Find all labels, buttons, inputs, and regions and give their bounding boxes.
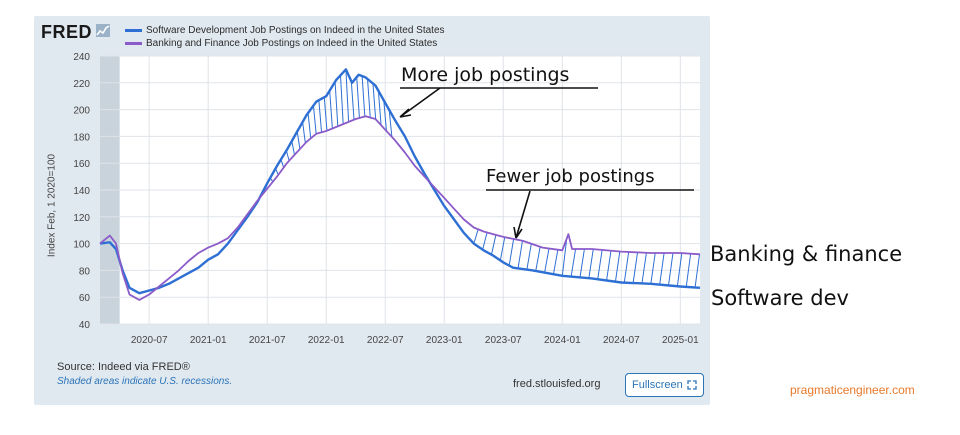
hatch-line [535, 246, 541, 272]
legend-swatch-software [125, 29, 142, 32]
hatch-line [508, 238, 515, 266]
hatch-line [307, 112, 312, 139]
hatch-line [606, 250, 612, 281]
chart-legend: Software Development Job Postings on Ind… [125, 24, 445, 50]
legend-item-banking[interactable]: Banking and Finance Job Postings on Inde… [125, 37, 445, 50]
banking-series-line [99, 115, 701, 301]
y-tick-label: 140 [73, 186, 90, 197]
source-text: Source: Indeed via FRED® [57, 361, 190, 373]
x-tick-label: 2024-01 [544, 335, 581, 346]
x-tick-label: 2025-01 [662, 335, 699, 346]
x-tick-label: 2023-01 [426, 335, 463, 346]
software-series-line [99, 68, 701, 295]
annotation-arrow-more [399, 87, 441, 118]
hatch-line [685, 253, 692, 287]
y-tick-label: 200 [73, 106, 90, 117]
x-tick-label: 2021-07 [249, 335, 286, 346]
legend-label-banking: Banking and Finance Job Postings on Inde… [146, 38, 438, 49]
hatch-line [641, 252, 647, 284]
legend-swatch-banking [125, 42, 142, 45]
legend-item-software[interactable]: Software Development Job Postings on Ind… [125, 24, 445, 37]
credit-text[interactable]: pragmaticengineer.com [790, 383, 915, 397]
y-tick-label: 40 [79, 320, 91, 331]
expand-icon [687, 380, 697, 390]
recession-note[interactable]: Shaded areas indicate U.S. recessions. [57, 376, 233, 387]
y-tick-label: 100 [73, 240, 90, 251]
hatch-line [579, 248, 585, 278]
hatch-line [668, 252, 674, 286]
hatch-line [318, 100, 323, 133]
hatch-line [473, 229, 479, 244]
hatch-line [650, 252, 656, 284]
hatch-line [345, 69, 350, 122]
annotation-fewer-postings: Fewer job postings [486, 166, 655, 187]
hatch-line [372, 83, 377, 120]
hatch-line [490, 234, 497, 255]
hatch-line [517, 240, 523, 269]
hatch-line [356, 77, 360, 119]
hatch-line [339, 75, 344, 125]
hatch-line [499, 237, 506, 261]
hatch-line [552, 249, 559, 275]
hatch-line [482, 232, 488, 250]
annotation-more-postings: More job postings [401, 64, 570, 86]
hatch-line [285, 150, 290, 161]
hatch-line [367, 79, 371, 118]
hatch-line [659, 252, 665, 285]
legend-label-software: Software Development Job Postings on Ind… [146, 25, 445, 36]
y-tick-label: 220 [73, 79, 90, 90]
x-tick-label: 2020-07 [131, 335, 168, 346]
y-tick-label: 120 [73, 213, 90, 224]
hatch-line [544, 248, 550, 273]
hatch-line [329, 90, 333, 129]
hatch-line [694, 254, 701, 288]
y-tick-label: 180 [73, 132, 90, 143]
hatch-line [334, 81, 339, 127]
website-link[interactable]: fred.stlouisfed.org [513, 378, 601, 390]
hatch-line [388, 109, 393, 137]
hatch-line [296, 131, 301, 150]
hatch-line [632, 252, 639, 284]
y-tick-label: 60 [79, 293, 91, 304]
hatch-line [526, 243, 532, 270]
fred-chart-icon [96, 24, 110, 37]
annotation-banking-finance: Banking & finance [710, 242, 903, 266]
fred-logo: FRED [41, 22, 92, 42]
fullscreen-label: Fullscreen [632, 379, 683, 391]
y-tick-label: 80 [79, 266, 91, 277]
hatch-line [291, 140, 295, 155]
hatch-line [623, 251, 630, 283]
x-tick-label: 2021-01 [190, 335, 227, 346]
hatch-line [561, 238, 568, 276]
x-tick-label: 2022-01 [308, 335, 345, 346]
hatch-line [302, 121, 306, 144]
hatch-line [323, 97, 328, 131]
x-tick-label: 2023-07 [485, 335, 522, 346]
hatch-line [312, 105, 317, 134]
hatch-line [377, 90, 382, 126]
hatch-line [676, 253, 683, 287]
hatch-line [383, 100, 387, 132]
annotation-arrow-fewer [513, 190, 531, 239]
y-tick-label: 160 [73, 159, 90, 170]
annotation-software-dev: Software dev [711, 286, 849, 310]
x-tick-label: 2022-07 [367, 335, 404, 346]
hatch-line [614, 251, 621, 282]
hatch-line [570, 248, 577, 277]
hatch-line [350, 81, 355, 120]
y-tick-label: 240 [73, 52, 90, 63]
hatch-line [588, 249, 594, 279]
x-tick-label: 2024-07 [603, 335, 640, 346]
hatch-line [597, 249, 603, 280]
fullscreen-button[interactable]: Fullscreen [625, 373, 704, 397]
hatch-line [361, 76, 366, 117]
